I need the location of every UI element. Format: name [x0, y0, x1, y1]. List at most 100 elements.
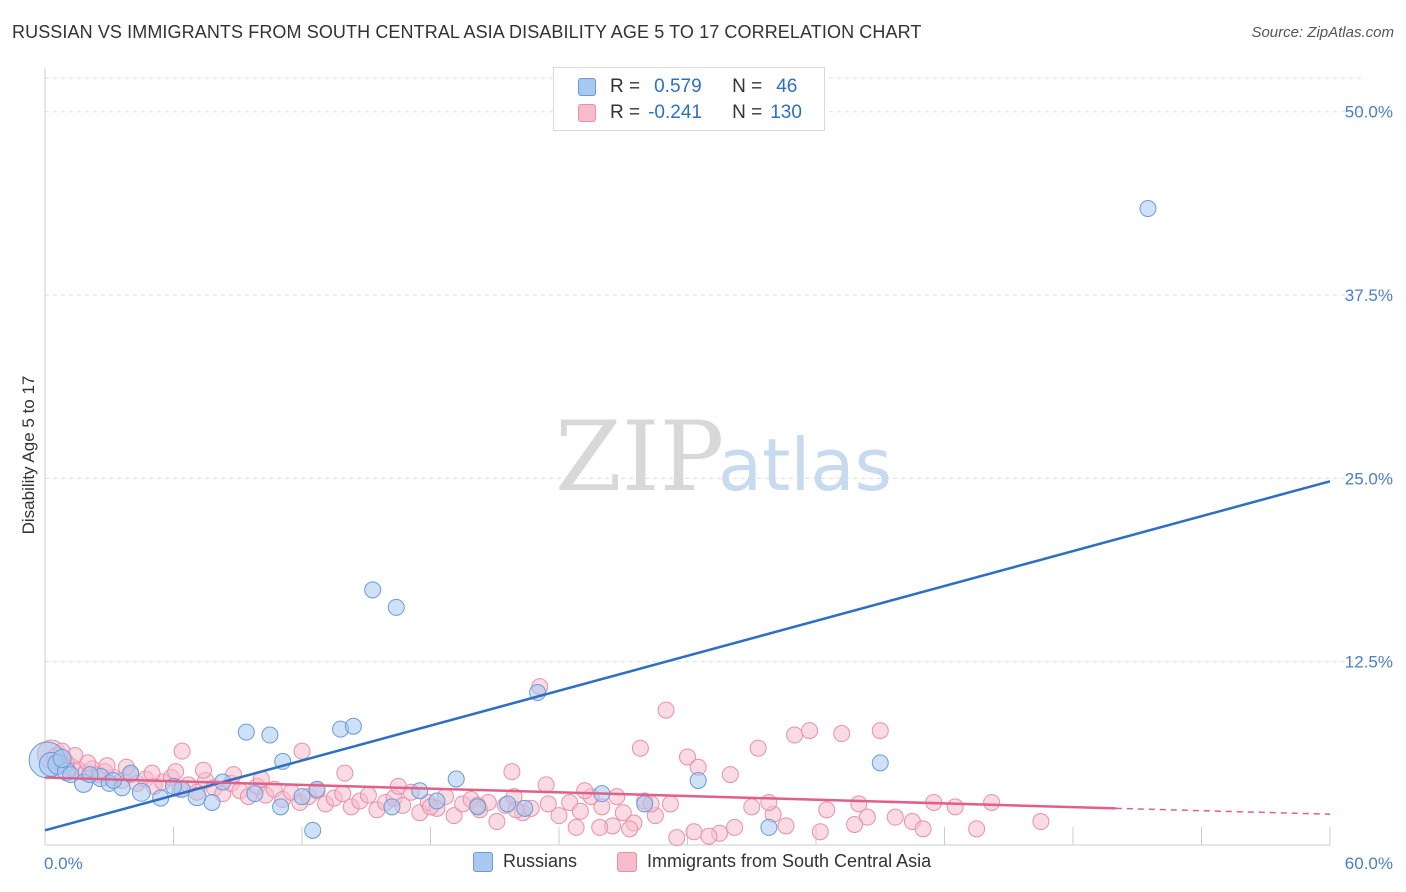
- trendline-immigrants: [44, 776, 1116, 810]
- immigrants-point: [445, 807, 463, 825]
- trendline-russians: [44, 480, 1331, 832]
- legend: R = 0.579 N = 46 R = -0.241 N = 130: [553, 67, 825, 131]
- immigrants-point: [726, 818, 744, 836]
- immigrants-point: [871, 722, 889, 740]
- bottom-legend-swatch-immigrants: [617, 851, 637, 872]
- watermark-zip: ZIP: [555, 401, 724, 513]
- russians-point: [52, 748, 72, 768]
- russians-point: [387, 598, 405, 616]
- immigrants-point: [679, 748, 696, 766]
- russians-point: [760, 818, 778, 836]
- russians-point: [1139, 200, 1157, 218]
- immigrants-point: [591, 818, 609, 836]
- source-label: Source: ZipAtlas.com: [1251, 24, 1394, 41]
- legend-row-immigrants: R = -0.241 N = 130: [578, 101, 802, 125]
- immigrants-point: [631, 739, 649, 757]
- legend-n-value: 46: [776, 76, 798, 97]
- immigrants-point: [700, 827, 718, 845]
- russians-point: [516, 799, 534, 817]
- gridlines: [45, 77, 1365, 663]
- immigrants-point: [946, 798, 964, 816]
- legend-n-label: N =: [732, 102, 763, 123]
- immigrants-point: [657, 701, 675, 719]
- legend-swatch-russians: [578, 78, 596, 96]
- immigrants-point: [488, 813, 506, 831]
- immigrants-point: [1032, 813, 1050, 831]
- immigrants-point: [833, 725, 851, 743]
- tick-labels: 12.5% 25.0% 37.5% 50.0% 0.0% 60.0%: [44, 103, 1393, 873]
- immigrants-point: [777, 817, 795, 835]
- immigrants-point: [661, 795, 679, 813]
- watermark-atlas: atlas: [718, 423, 892, 507]
- russians-point: [636, 795, 654, 813]
- russians-point: [131, 782, 151, 802]
- russians-point: [411, 782, 429, 800]
- immigrants-point: [749, 739, 767, 757]
- immigrants-point: [818, 801, 836, 819]
- immigrants-point: [858, 808, 876, 826]
- immigrants-point: [571, 802, 589, 820]
- russians-point: [499, 795, 517, 813]
- immigrants-point: [685, 823, 703, 841]
- russians-point: [871, 754, 889, 772]
- immigrants-point: [743, 798, 761, 816]
- immigrants-point: [503, 763, 521, 781]
- chart-title: RUSSIAN VS IMMIGRANTS FROM SOUTH CENTRAL…: [12, 22, 922, 42]
- legend-r-label: R =: [610, 76, 641, 97]
- russians-point: [246, 785, 264, 803]
- immigrants-point: [668, 829, 686, 847]
- trendline-immigrants-extension: [1115, 807, 1331, 815]
- y-tick-label: 37.5%: [1345, 286, 1393, 305]
- immigrants-point: [550, 807, 568, 825]
- immigrants-point: [194, 761, 212, 779]
- legend-r-value: 0.579: [654, 76, 702, 97]
- legend-row-russians: R = 0.579 N = 46: [578, 75, 797, 99]
- russians-point: [203, 793, 221, 811]
- legend-swatch-immigrants: [578, 104, 596, 122]
- immigrants-point: [760, 793, 778, 811]
- russians-point: [272, 798, 290, 816]
- legend-r-value: -0.241: [648, 102, 702, 123]
- immigrants-point: [336, 764, 354, 782]
- russians-point: [364, 581, 382, 599]
- immigrants-point: [983, 793, 1001, 811]
- immigrants-point: [886, 808, 904, 826]
- russians-point: [689, 771, 707, 789]
- bottom-legend-russians: Russians: [473, 851, 577, 872]
- immigrants-point: [968, 820, 986, 838]
- immigrants-point: [621, 820, 639, 838]
- immigrants-point: [167, 763, 185, 781]
- x-tick-label: 0.0%: [44, 854, 83, 873]
- immigrants-point: [801, 722, 819, 740]
- immigrants-point: [143, 764, 161, 782]
- series-russians-points: [28, 200, 1157, 839]
- trendlines: [44, 480, 1331, 832]
- legend-r-label: R =: [610, 102, 641, 123]
- bottom-legend-label-immigrants: Immigrants from South Central Asia: [647, 851, 932, 871]
- series-immigrants-points: [36, 678, 1050, 847]
- immigrants-point: [914, 820, 932, 838]
- bottom-legend-immigrants: Immigrants from South Central Asia: [617, 851, 931, 872]
- russians-point: [344, 717, 362, 735]
- immigrants-point: [811, 823, 829, 841]
- immigrants-point: [173, 742, 191, 760]
- y-axis-label: Disability Age 5 to 17: [19, 376, 38, 535]
- legend-n-value: 130: [770, 102, 802, 123]
- immigrants-point: [608, 788, 626, 806]
- y-tick-label: 12.5%: [1345, 653, 1393, 672]
- russians-point: [237, 723, 255, 741]
- russians-point: [383, 798, 401, 816]
- immigrants-point: [567, 818, 585, 836]
- russians-point: [469, 798, 487, 816]
- immigrants-point: [721, 766, 739, 784]
- legend-n-label: N =: [732, 76, 763, 97]
- russians-point: [293, 788, 311, 806]
- immigrants-point: [786, 726, 804, 744]
- russians-point: [261, 726, 279, 744]
- immigrants-point: [846, 815, 864, 833]
- immigrants-point: [359, 786, 377, 804]
- watermark: ZIP atlas: [555, 401, 892, 513]
- russians-point: [447, 770, 465, 788]
- immigrants-point: [576, 782, 594, 800]
